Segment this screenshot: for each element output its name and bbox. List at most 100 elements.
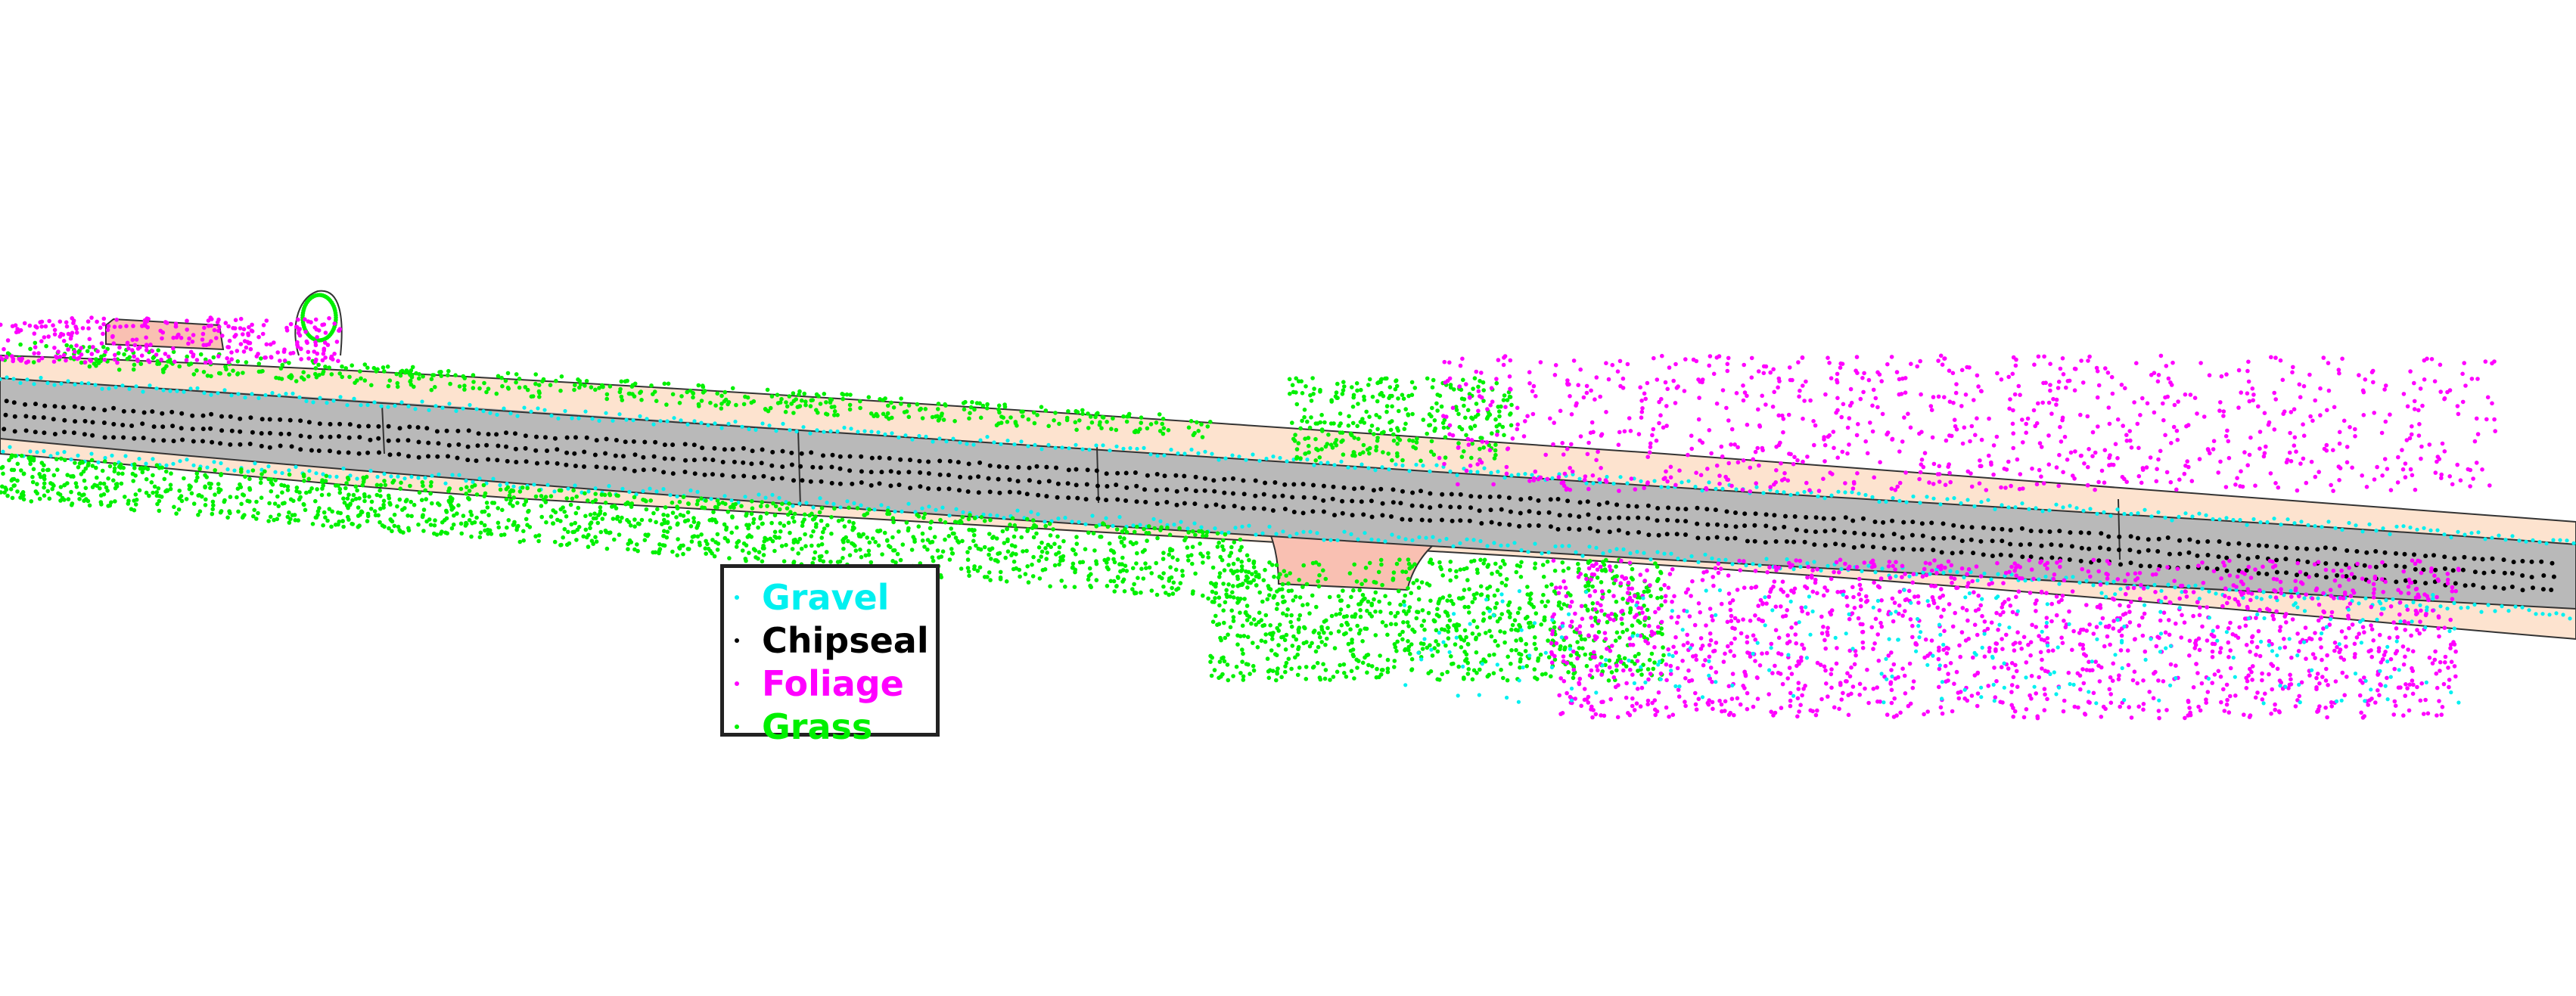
- chipseal-point: [456, 442, 461, 447]
- grass-point: [611, 517, 616, 521]
- grass-point: [936, 407, 940, 411]
- grass-point: [54, 457, 59, 461]
- grass-point: [1552, 657, 1558, 662]
- foliage-point: [87, 337, 92, 342]
- grass-point: [865, 535, 869, 540]
- gravel-point: [52, 383, 57, 387]
- grass-point: [1208, 420, 1213, 424]
- chipseal-point: [869, 482, 874, 488]
- chipseal-point: [1440, 492, 1445, 497]
- chipseal-point: [386, 438, 391, 443]
- grass-point: [1290, 644, 1295, 648]
- gravel-point: [1220, 530, 1224, 535]
- grass-point: [989, 557, 993, 561]
- foliage-point: [144, 348, 149, 352]
- chipseal-point: [1311, 482, 1316, 488]
- grass-point: [629, 501, 634, 506]
- grass-point: [147, 493, 151, 498]
- chipseal-point: [2442, 566, 2447, 571]
- grass-point: [557, 488, 562, 493]
- chipseal-point: [1536, 498, 1541, 503]
- gravel-point: [406, 404, 411, 409]
- grass-point: [1167, 592, 1171, 597]
- gravel-point: [934, 507, 938, 512]
- grass-point: [1391, 438, 1397, 443]
- grass-point: [1502, 630, 1507, 635]
- grass-point: [95, 475, 99, 480]
- grass-point: [1245, 635, 1251, 640]
- grass-point: [520, 485, 525, 490]
- grass-point: [1344, 675, 1349, 679]
- grass-point: [76, 465, 81, 470]
- grass-point: [1118, 569, 1123, 574]
- grass-point: [1112, 589, 1117, 594]
- chipseal-point: [1496, 494, 1502, 499]
- grass-point: [1268, 623, 1272, 628]
- gravel-point: [2207, 589, 2211, 594]
- grass-point: [174, 511, 179, 516]
- grass-point: [799, 546, 804, 551]
- chipseal-point: [504, 430, 508, 436]
- grass-point: [730, 514, 735, 519]
- grass-point: [821, 529, 825, 535]
- foliage-point: [256, 334, 261, 340]
- grass-point: [874, 412, 879, 417]
- grass-point: [1263, 613, 1269, 618]
- grass-point: [1420, 647, 1425, 651]
- grass-point: [666, 381, 671, 386]
- chipseal-point: [2128, 560, 2133, 566]
- grass-point: [1009, 543, 1015, 548]
- foliage-point: [226, 360, 231, 365]
- gravel-point: [161, 388, 166, 393]
- gravel-point: [835, 429, 840, 434]
- chipseal-point: [170, 424, 176, 429]
- chipseal-point: [1261, 492, 1266, 497]
- grass-point: [772, 529, 778, 535]
- chipseal-point: [1300, 482, 1306, 487]
- chipseal-point: [2098, 545, 2102, 551]
- chipseal-point: [2079, 545, 2084, 551]
- gravel-point: [76, 453, 80, 458]
- grass-point: [1190, 545, 1195, 549]
- grass-point: [722, 535, 728, 541]
- gravel-point: [2254, 595, 2259, 600]
- gravel-point: [2367, 522, 2372, 526]
- chipseal-point: [41, 415, 46, 420]
- grass-point: [211, 503, 216, 507]
- grass-point: [583, 514, 588, 519]
- chipseal-point: [396, 451, 402, 457]
- grass-point: [279, 482, 284, 488]
- grass-point: [1375, 427, 1380, 432]
- grass-point: [1263, 639, 1268, 644]
- chipseal-point: [1164, 500, 1170, 504]
- grass-point: [182, 476, 186, 481]
- gravel-point: [2238, 517, 2242, 523]
- gravel-point: [2272, 517, 2276, 521]
- chipseal-point: [837, 466, 843, 471]
- grass-point: [1132, 582, 1136, 587]
- grass-point: [1160, 421, 1164, 427]
- grass-point: [133, 502, 138, 507]
- grass-point: [223, 365, 228, 369]
- grass-point: [1465, 408, 1471, 413]
- gravel-point: [924, 434, 928, 439]
- gravel-point: [2531, 538, 2535, 542]
- grass-point: [1527, 625, 1532, 630]
- grass-point: [588, 512, 593, 517]
- grass-point: [1449, 654, 1453, 659]
- grass-point: [1375, 666, 1379, 672]
- grass-point: [704, 498, 708, 503]
- grass-point: [196, 493, 201, 498]
- foliage-point: [191, 333, 196, 337]
- grass-point: [1394, 383, 1400, 389]
- grass-point: [1351, 653, 1356, 659]
- grass-point: [1319, 640, 1324, 644]
- grass-point: [1485, 586, 1490, 591]
- grass-point: [517, 539, 523, 545]
- chipseal-point: [416, 455, 421, 460]
- gravel-point: [2299, 520, 2304, 524]
- grass-point: [835, 413, 840, 417]
- chipseal-point: [957, 488, 962, 493]
- grass-point: [511, 504, 515, 508]
- gravel-point: [372, 400, 377, 405]
